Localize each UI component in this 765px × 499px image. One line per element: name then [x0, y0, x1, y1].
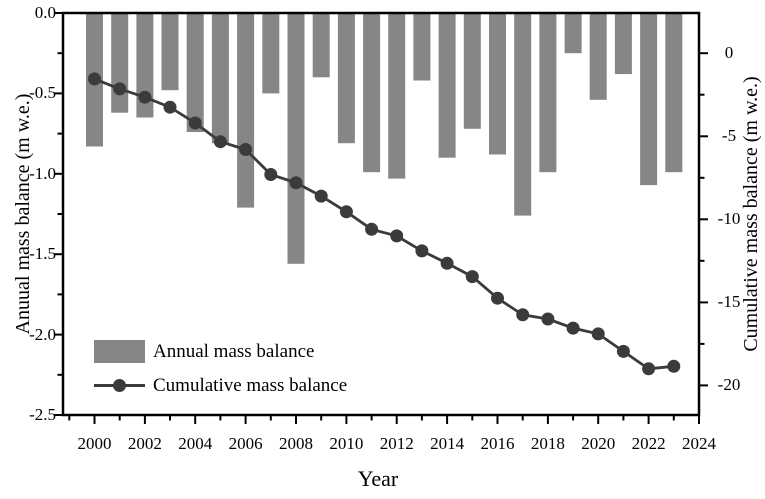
annual-bar-2014 — [438, 13, 456, 158]
cumulative-point-2009 — [314, 189, 328, 203]
cumulative-point-2012 — [390, 229, 404, 243]
annual-bar-2010 — [337, 13, 355, 144]
right-tick-label: 0 — [724, 43, 734, 63]
x-tick-label: 2016 — [480, 434, 515, 453]
cumulative-point-2003 — [163, 100, 177, 114]
x-tick-label: 2022 — [631, 434, 666, 453]
right-tick-label: -10 — [717, 209, 741, 229]
cumulative-point-2004 — [188, 116, 202, 130]
line-marker-icon — [113, 379, 126, 392]
cumulative-point-2013 — [415, 244, 429, 258]
legend-item-annual: Annual mass balance — [94, 339, 347, 364]
cumulative-line — [93, 77, 674, 371]
annual-bar-2006 — [237, 13, 255, 208]
annual-bar-2023 — [665, 13, 683, 173]
annual-bar-2016 — [489, 13, 506, 155]
left-axis-title: Anuual mass balance (m w.e.) — [12, 93, 34, 335]
annual-bar-2003 — [161, 13, 179, 91]
cumulative-line-swatch-icon — [94, 379, 145, 392]
legend-item-cumulative: Cumulative mass balance — [94, 373, 347, 398]
x-axis-title: Year — [357, 466, 399, 491]
x-tick-label: 2002 — [127, 434, 162, 453]
annual-bar-2009 — [312, 13, 330, 78]
cumulative-point-2021 — [616, 344, 630, 358]
cumulative-point-2017 — [516, 308, 530, 322]
cumulative-point-2008 — [289, 176, 303, 190]
cumulative-point-2022 — [642, 362, 656, 376]
cumulative-point-2018 — [541, 312, 555, 326]
x-tick-label: 2000 — [77, 434, 112, 453]
annual-bar-2007 — [262, 13, 280, 94]
chart-legend: Annual mass balance Cumulative mass bala… — [94, 339, 347, 398]
legend-label-cumulative: Cumulative mass balance — [153, 374, 348, 396]
annual-bar-2012 — [388, 13, 406, 179]
x-tick-label: 2020 — [581, 434, 616, 453]
annual-bar-swatch-icon — [94, 340, 145, 363]
cumulative-point-2005 — [213, 135, 227, 149]
annual-bar-2005 — [211, 13, 229, 144]
annual-bar-2013 — [413, 13, 431, 81]
annual-bar-2021 — [614, 13, 632, 75]
cumulative-point-2001 — [113, 82, 127, 96]
annual-bar-2015 — [463, 13, 481, 129]
annual-bar-2022 — [640, 13, 658, 186]
annual-bar-2008 — [287, 13, 305, 264]
cumulative-point-2023 — [667, 359, 681, 373]
annual-bar-2019 — [564, 13, 582, 54]
plot-frame — [61, 11, 701, 417]
x-tick-label: 2010 — [329, 434, 364, 453]
annual-bar-2001 — [111, 13, 129, 113]
annual-bar-2011 — [363, 13, 381, 173]
x-tick-label: 2014 — [430, 434, 465, 453]
left-tick-label: -1.5 — [29, 244, 56, 264]
cumulative-point-2020 — [591, 327, 605, 341]
left-tick-label: -2.5 — [29, 405, 56, 424]
annual-bar-2002 — [136, 13, 154, 118]
cumulative-point-2014 — [440, 256, 454, 270]
cumulative-point-2019 — [566, 321, 580, 335]
left-tick-label: -2.0 — [29, 324, 56, 344]
x-tick-label: 2018 — [530, 434, 565, 453]
annual-bar-2020 — [589, 13, 607, 100]
x-tick-label: 2006 — [228, 434, 263, 453]
right-tick-label: -20 — [717, 375, 741, 395]
cumulative-point-2006 — [239, 143, 253, 156]
left-tick-label: 0.0 — [34, 3, 56, 22]
cumulative-point-2000 — [88, 72, 101, 86]
x-tick-label: 2024 — [682, 434, 716, 453]
cumulative-point-2016 — [491, 291, 504, 305]
annual-bar-2017 — [514, 13, 532, 216]
x-tick-label: 2004 — [178, 434, 213, 453]
cumulative-point-2015 — [465, 270, 479, 284]
cumulative-point-2010 — [339, 205, 353, 219]
x-tick-label: 2012 — [379, 434, 414, 453]
annual-bar-2018 — [539, 13, 557, 173]
annual-bar-2004 — [186, 13, 204, 132]
left-tick-label: -1.0 — [29, 163, 56, 183]
x-tick-label: 2008 — [278, 434, 313, 453]
cumulative-point-2007 — [264, 168, 278, 181]
right-tick-label: -5 — [721, 126, 737, 146]
cumulative-point-2002 — [138, 90, 152, 104]
left-tick-label: -0.5 — [29, 83, 56, 103]
legend-label-annual: Annual mass balance — [153, 340, 315, 362]
right-tick-label: -15 — [717, 292, 741, 312]
cumulative-point-2011 — [365, 222, 379, 236]
